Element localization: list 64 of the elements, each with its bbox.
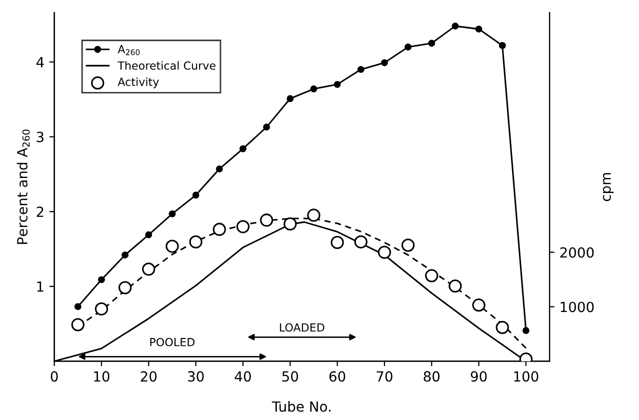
x-tick-label: 0 [50,371,58,382]
x-tick-label: 90 [470,371,487,382]
y2-tick-label: 1000 [560,302,594,312]
point [189,235,202,248]
y2-tick-label: 2000 [560,247,594,258]
x-tick-label: 50 [282,371,298,382]
x-axis-title: Tube No. [272,401,330,412]
x-tick-label: 40 [234,371,251,382]
legend-label: Activity [118,77,159,88]
x-tick-label: 20 [140,371,157,382]
point [380,59,388,66]
point [354,235,368,248]
point [168,210,176,218]
legend-label: Theoretical Curve [118,61,216,70]
point [71,318,84,332]
point [240,145,246,152]
point [401,238,415,252]
point [118,281,132,294]
point [522,327,530,334]
point [334,80,341,88]
point [145,231,152,238]
x-tick-label: 10 [94,371,110,382]
point [94,302,108,316]
point [284,217,297,231]
point [452,22,459,30]
y-tick-label: 3 [36,132,44,142]
point [142,262,156,276]
y-tick-label: 2 [36,206,44,217]
point [212,222,226,236]
point [330,236,344,250]
x-tick-label: 60 [329,371,346,382]
x-tick-label: 100 [514,371,538,382]
point [236,220,250,234]
point [378,246,392,259]
legend-label: A$_{260}$ [118,45,140,56]
point [192,192,200,199]
point [475,26,482,33]
point [498,42,506,49]
point [428,40,436,47]
point [74,303,82,310]
x-tick-label: 70 [376,371,392,382]
point [307,208,320,222]
point [496,320,509,334]
y-axis-title: Percent and A$_{260}$ [16,130,30,244]
point [310,85,318,92]
x-tick-label: 30 [188,371,204,382]
y-tick-label: 1 [37,282,44,292]
y2-axis-title: cpm [602,173,614,202]
annotation: POOLED [150,338,194,346]
point [98,276,105,284]
point [472,298,486,312]
point [357,66,364,73]
point [425,269,438,282]
point [166,240,179,253]
annotation: LOADED [280,323,324,332]
point [286,95,294,102]
x-tick-label: 80 [424,371,440,382]
point [122,252,129,258]
point [263,124,270,131]
point [448,279,462,293]
point [260,214,274,227]
y-tick-label: 4 [36,57,44,68]
point [216,165,223,172]
point [404,44,412,50]
